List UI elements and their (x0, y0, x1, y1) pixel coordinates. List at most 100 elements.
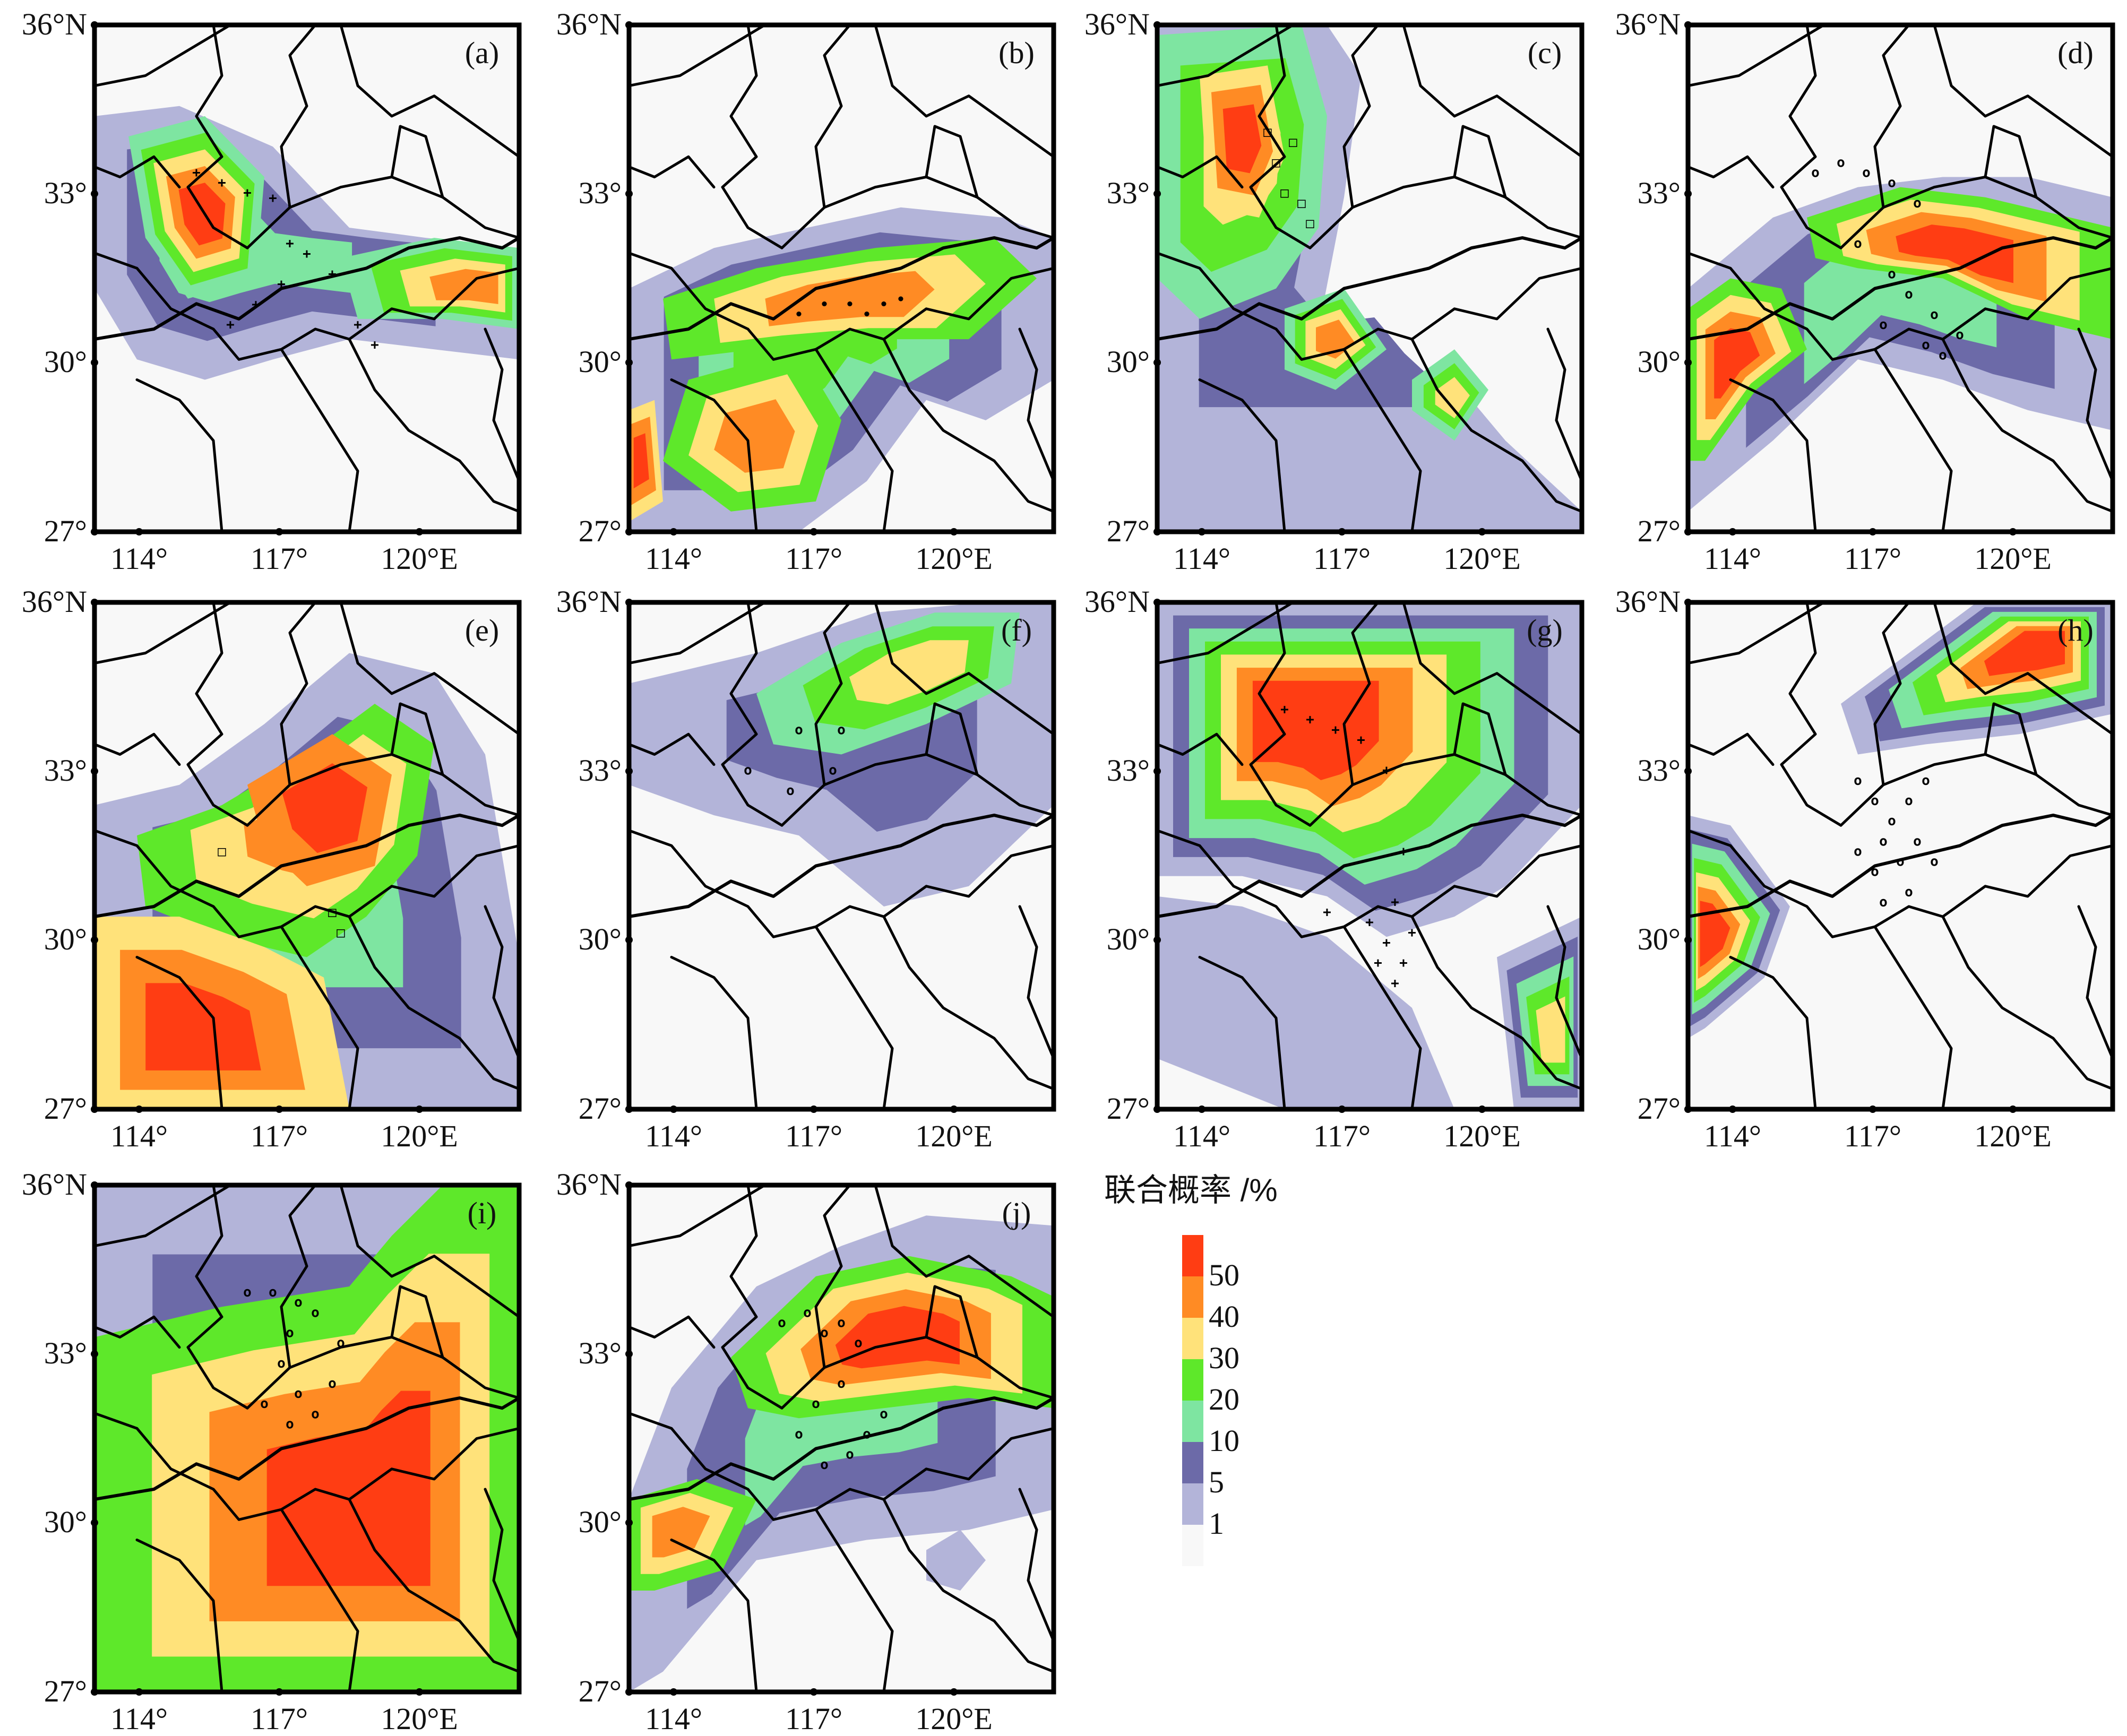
station-marker: + (1382, 763, 1391, 779)
province-border (1941, 266, 2113, 341)
station-marker: o (854, 1335, 863, 1351)
probability-contour (633, 433, 649, 489)
lat-tick-mark (625, 767, 633, 775)
station-marker: o (1905, 793, 1913, 809)
lat-tick-label: 27° (579, 514, 622, 548)
lat-tick-mark (1684, 767, 1692, 775)
yangtze-river (1688, 236, 2113, 341)
panel-label: (c) (1528, 36, 1562, 70)
lat-tick-label: 30° (579, 1505, 622, 1539)
lat-tick-label: 27° (579, 1091, 622, 1126)
province-border (1546, 327, 1582, 482)
lon-tick-label: 114° (110, 1119, 168, 1153)
province-border (135, 956, 223, 1109)
lat-tick-label: 30° (44, 922, 87, 956)
legend-label: 20 (1209, 1382, 1239, 1417)
lat-tick-mark (625, 936, 633, 944)
lat-tick-label: 33° (44, 176, 87, 210)
panel-label: (d) (2057, 36, 2094, 70)
station-marker: □ (1289, 134, 1297, 150)
legend-label: 50 (1209, 1258, 1239, 1292)
probability-contour (1157, 896, 1454, 1109)
province-border (390, 1285, 444, 1359)
lat-tick-mark (1684, 599, 1692, 606)
map-panel-a: + + + + + + + + + + + + (a) 36°N 33° 30° 27° 114° 117° 120°… (22, 7, 522, 576)
station-marker: + (1323, 904, 1331, 920)
yangtze-river (629, 1396, 1054, 1501)
panel-label: (a) (465, 36, 499, 70)
province-border (390, 125, 444, 199)
lat-tick-label: 33° (1107, 753, 1150, 788)
lat-tick-mark (1153, 528, 1161, 536)
panel-frame (626, 1182, 1056, 1695)
station-marker: o (820, 1325, 829, 1341)
probability-contour (714, 399, 795, 473)
lon-tick-label: 117° (1313, 541, 1371, 576)
province-border (882, 915, 1054, 1091)
station-marker: o (328, 1376, 337, 1392)
legend-label: 1 (1209, 1506, 1224, 1541)
station-marker: o (337, 1335, 345, 1351)
station-marker: o (837, 1376, 846, 1392)
lon-tick-mark (810, 1688, 817, 1696)
province-border (348, 844, 519, 918)
lat-tick-label: 33° (579, 1336, 622, 1370)
province-border (94, 732, 181, 766)
station-marker: o (1888, 175, 1896, 191)
station-marker: o (1905, 287, 1913, 303)
lat-tick-mark (1684, 190, 1692, 198)
station-marker: o (286, 1325, 294, 1341)
province-border (1729, 378, 1817, 532)
probability-contour (145, 983, 261, 1070)
lon-tick-mark (1729, 1105, 1736, 1113)
station-marker: • (897, 291, 905, 307)
province-border (348, 338, 519, 513)
province-border (1688, 732, 1775, 766)
lat-tick-label: 27° (1638, 1091, 1681, 1126)
province-border (94, 829, 351, 938)
map-panel-b: • • • • • • (b) 36°N 33° 30° 27° 114° 117° 120°E (556, 7, 1056, 576)
province-border (1249, 25, 1312, 249)
station-marker: o (846, 1447, 854, 1463)
lat-tick-mark (625, 1519, 633, 1527)
lat-tick-label: 27° (1638, 514, 1681, 548)
province-border (1402, 25, 1582, 158)
province-border (882, 844, 1054, 918)
province-border (1873, 602, 1910, 787)
province-border (94, 25, 232, 88)
legend-swatch (1182, 1525, 1203, 1566)
lat-tick-mark (1684, 1105, 1692, 1113)
lon-tick-label: 114° (1704, 1119, 1761, 1153)
yangtze-river (94, 236, 519, 341)
station-marker: o (1905, 884, 1913, 900)
province-border (484, 905, 519, 1060)
lon-tick-label: 117° (785, 541, 842, 576)
province-border (874, 602, 1054, 736)
station-marker: o (286, 1416, 294, 1432)
station-marker: + (1365, 914, 1374, 930)
station-marker: □ (1280, 185, 1289, 201)
map-content: □□□□□□ (1157, 25, 1582, 532)
province-border (882, 1498, 1054, 1673)
province-border (925, 702, 979, 776)
province-border (1342, 348, 1422, 532)
panel-frame (92, 22, 522, 534)
lat-tick-mark (91, 190, 98, 198)
province-border (94, 155, 181, 189)
lat-tick-label: 30° (579, 344, 622, 379)
province-border (1941, 915, 2113, 1091)
lat-tick-mark (91, 1181, 98, 1189)
lat-tick-label: 30° (1107, 922, 1150, 956)
lon-tick-mark (135, 1688, 143, 1696)
province-border (1157, 602, 1295, 665)
lat-tick-mark (1684, 528, 1692, 536)
province-border (629, 602, 767, 665)
map-content: +++++++++++ +++ (1157, 602, 1582, 1109)
lat-tick-mark (625, 1350, 633, 1358)
lon-tick-label: 114° (645, 1702, 702, 1733)
lon-tick-mark (670, 528, 677, 536)
station-marker: o (812, 1396, 820, 1412)
lat-tick-label: 36°N (1615, 7, 1681, 41)
